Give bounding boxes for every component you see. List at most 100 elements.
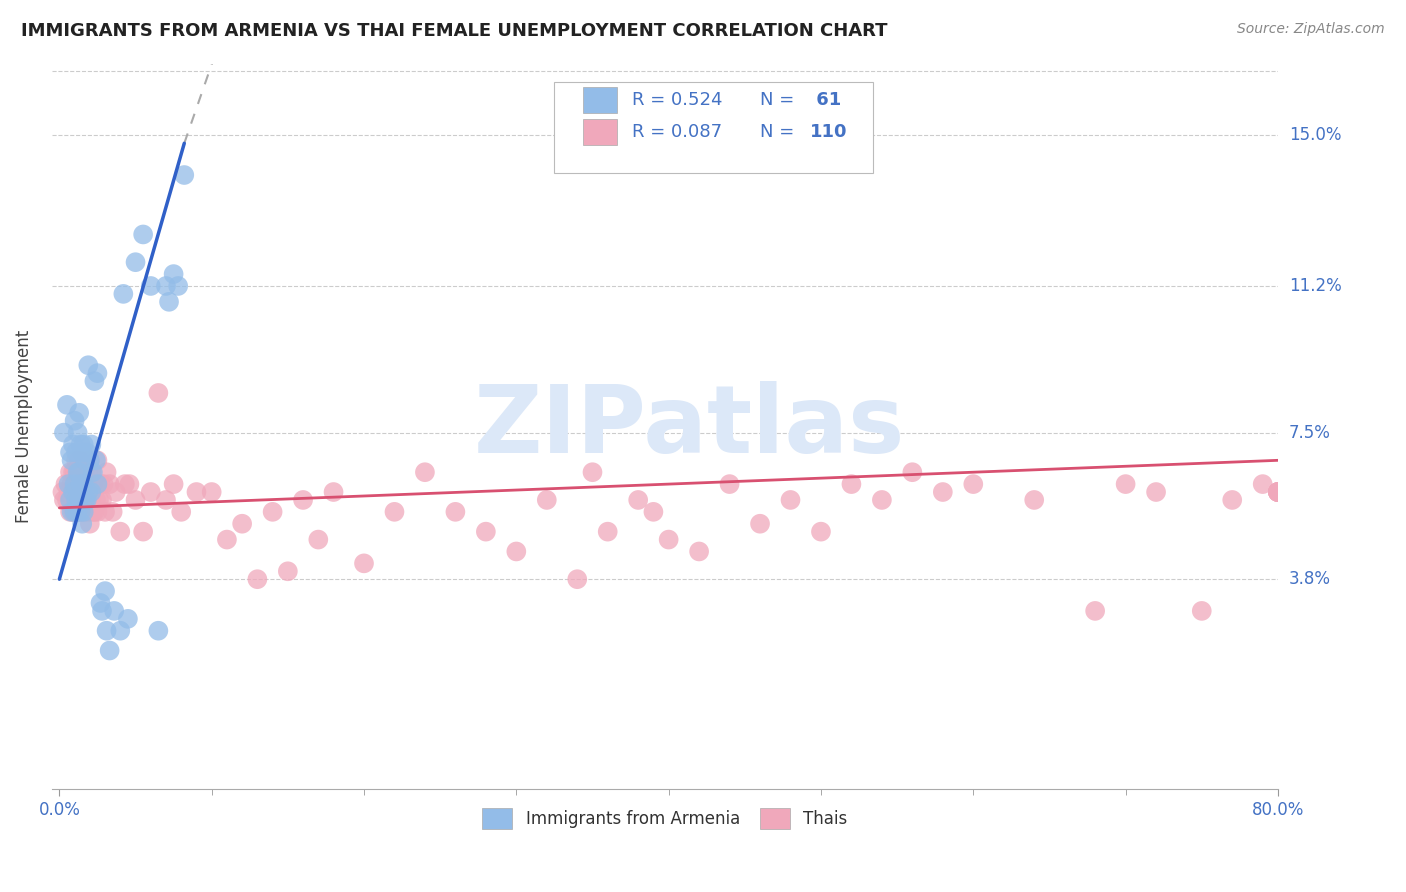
Point	[201, 485, 224, 500]
Point	[86, 477, 108, 491]
Point	[79, 453, 101, 467]
Point	[246, 572, 269, 586]
Point	[444, 505, 467, 519]
Point	[157, 294, 180, 309]
Point	[67, 465, 90, 479]
Point	[1267, 485, 1289, 500]
Point	[307, 533, 329, 547]
Point	[60, 477, 83, 491]
Point	[932, 485, 955, 500]
Point	[69, 505, 91, 519]
Point	[58, 477, 80, 491]
Point	[1220, 492, 1243, 507]
Point	[1267, 485, 1289, 500]
Text: 110: 110	[810, 123, 846, 141]
FancyBboxPatch shape	[554, 82, 873, 173]
Point	[91, 492, 114, 507]
Point	[73, 437, 96, 451]
Point	[80, 492, 103, 507]
Point	[1191, 604, 1213, 618]
Point	[231, 516, 253, 531]
Point	[322, 485, 344, 500]
Point	[62, 505, 84, 519]
Point	[117, 612, 139, 626]
Point	[65, 492, 87, 507]
Point	[63, 477, 86, 491]
Point	[170, 505, 193, 519]
Point	[94, 505, 117, 519]
Point	[110, 624, 132, 638]
Point	[83, 374, 105, 388]
Point	[66, 485, 89, 500]
Point	[1084, 604, 1107, 618]
Point	[80, 437, 103, 451]
Text: 7.5%: 7.5%	[1289, 424, 1331, 442]
Text: IMMIGRANTS FROM ARMENIA VS THAI FEMALE UNEMPLOYMENT CORRELATION CHART: IMMIGRANTS FROM ARMENIA VS THAI FEMALE U…	[21, 22, 887, 40]
Point	[76, 445, 98, 459]
Point	[62, 465, 84, 479]
Point	[75, 465, 97, 479]
Point	[870, 492, 893, 507]
Point	[67, 453, 90, 467]
Point	[63, 414, 86, 428]
Point	[73, 477, 96, 491]
Point	[627, 492, 650, 507]
Point	[292, 492, 315, 507]
Point	[103, 604, 125, 618]
Point	[91, 604, 114, 618]
Point	[148, 624, 170, 638]
Point	[749, 516, 772, 531]
Point	[84, 492, 107, 507]
Text: 15.0%: 15.0%	[1289, 127, 1341, 145]
Point	[96, 624, 118, 638]
Point	[73, 465, 96, 479]
Point	[155, 279, 177, 293]
Point	[56, 398, 79, 412]
Point	[124, 255, 146, 269]
Point	[132, 227, 155, 242]
Point	[66, 465, 89, 479]
Point	[155, 492, 177, 507]
Point	[901, 465, 924, 479]
Point	[73, 505, 96, 519]
Point	[65, 485, 87, 500]
Point	[101, 505, 124, 519]
Point	[79, 516, 101, 531]
Point	[98, 643, 121, 657]
Point	[114, 477, 136, 491]
Point	[73, 505, 96, 519]
Point	[66, 505, 89, 519]
Point	[62, 485, 84, 500]
Point	[62, 437, 84, 451]
Point	[82, 505, 104, 519]
Point	[167, 279, 190, 293]
Text: 61: 61	[810, 91, 841, 110]
Point	[65, 505, 87, 519]
Text: ZIPatlas: ZIPatlas	[474, 381, 905, 473]
Point	[63, 465, 86, 479]
Point	[82, 477, 104, 491]
Point	[98, 477, 121, 491]
Point	[1115, 477, 1137, 491]
Point	[353, 557, 375, 571]
Point	[70, 485, 93, 500]
Point	[63, 505, 86, 519]
Point	[84, 453, 107, 467]
Text: R = 0.087: R = 0.087	[631, 123, 721, 141]
Point	[77, 505, 100, 519]
Point	[77, 465, 100, 479]
Point	[596, 524, 619, 539]
Point	[139, 485, 162, 500]
Point	[810, 524, 832, 539]
Point	[59, 505, 82, 519]
Point	[75, 453, 97, 467]
Point	[536, 492, 558, 507]
Point	[66, 505, 89, 519]
Point	[70, 505, 93, 519]
Point	[79, 453, 101, 467]
Point	[643, 505, 665, 519]
Point	[52, 492, 75, 507]
Point	[63, 485, 86, 500]
Point	[118, 477, 141, 491]
Point	[658, 533, 681, 547]
